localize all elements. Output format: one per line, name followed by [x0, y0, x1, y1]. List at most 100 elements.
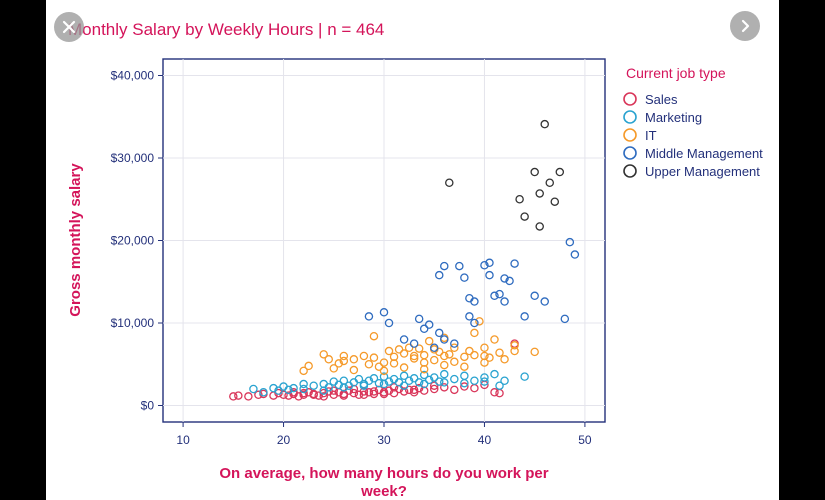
- data-point-marketing: [319, 386, 328, 395]
- data-point-sales: [389, 388, 399, 398]
- data-point-marketing: [364, 376, 374, 385]
- data-point-middle-management: [505, 276, 514, 286]
- data-point-marketing: [520, 372, 529, 381]
- data-point-upper-management: [535, 222, 544, 231]
- data-point-marketing: [339, 383, 349, 392]
- data-point-it: [429, 355, 439, 365]
- data-point-marketing: [384, 377, 394, 386]
- data-point-middle-management: [485, 270, 494, 280]
- data-point-it: [339, 351, 349, 361]
- data-point-sales: [490, 388, 499, 397]
- data-point-marketing: [500, 376, 509, 385]
- data-point-marketing: [289, 383, 298, 393]
- data-point-it: [319, 350, 328, 359]
- data-point-middle-management: [414, 314, 424, 324]
- data-point-marketing: [334, 380, 344, 390]
- data-point-upper-management: [515, 194, 524, 204]
- data-point-sales: [349, 388, 359, 398]
- data-point-middle-management: [434, 270, 444, 280]
- data-point-upper-management: [545, 178, 555, 187]
- data-point-sales: [319, 392, 328, 401]
- data-point-marketing: [414, 378, 424, 387]
- legend-label: Middle Management: [645, 146, 763, 161]
- data-point-marketing: [354, 374, 364, 384]
- y-tick-label: $10,000: [111, 316, 155, 330]
- data-point-it: [495, 348, 504, 357]
- data-point-it: [399, 363, 409, 372]
- data-point-sales: [404, 385, 414, 395]
- chart-background: [46, 0, 779, 500]
- data-point-middle-management: [540, 297, 549, 306]
- x-tick-label: 30: [377, 433, 391, 447]
- x-tick-label: 50: [578, 433, 592, 447]
- data-point-sales: [460, 382, 469, 391]
- data-point-middle-management: [460, 273, 469, 282]
- data-point-it: [434, 347, 444, 357]
- data-point-sales: [369, 389, 379, 399]
- data-point-sales: [289, 388, 298, 397]
- close-icon: [62, 20, 76, 34]
- y-tick-label: $30,000: [111, 151, 155, 165]
- data-point-middle-management: [510, 259, 519, 268]
- data-point-sales: [299, 390, 308, 400]
- data-point-marketing: [399, 381, 409, 390]
- data-point-middle-management: [379, 308, 389, 317]
- x-tick-label: 40: [478, 433, 492, 447]
- grid: [163, 59, 605, 422]
- data-point-marketing: [429, 373, 439, 382]
- data-point-middle-management: [570, 250, 580, 259]
- data-point-it: [409, 354, 419, 363]
- data-point-sales: [409, 388, 419, 397]
- data-point-it: [440, 360, 449, 370]
- data-point-middle-management: [490, 291, 499, 301]
- data-point-marketing: [419, 379, 429, 389]
- chevron-right-icon: [741, 19, 750, 33]
- data-point-middle-management: [409, 339, 419, 348]
- data-point-it: [510, 346, 519, 356]
- legend-marker: [623, 164, 637, 178]
- data-point-upper-management: [535, 189, 544, 198]
- data-point-it: [475, 317, 484, 326]
- data-point-it: [419, 358, 429, 367]
- data-point-middle-management: [500, 274, 509, 283]
- data-point-marketing: [259, 388, 268, 397]
- data-point-it: [450, 357, 459, 367]
- data-point-middle-management: [419, 324, 429, 334]
- legend-label: Upper Management: [645, 164, 760, 179]
- data-point-sales: [309, 390, 318, 400]
- data-point-it: [384, 346, 394, 356]
- data-point-it: [409, 351, 419, 361]
- data-point-it: [485, 353, 494, 362]
- next-button[interactable]: [730, 11, 760, 41]
- data-point-sales: [314, 391, 323, 400]
- data-point-it: [349, 365, 359, 375]
- data-point-it: [465, 346, 474, 356]
- data-point-it: [364, 359, 374, 369]
- data-point-middle-management: [485, 258, 494, 268]
- data-point-middle-management: [434, 328, 444, 338]
- data-point-it: [460, 362, 469, 371]
- data-point-sales: [450, 385, 459, 395]
- legend-label: IT: [645, 128, 657, 143]
- data-point-it: [414, 344, 424, 353]
- close-button[interactable]: [54, 12, 84, 42]
- data-point-marketing: [369, 374, 379, 383]
- data-point-sales: [414, 383, 424, 393]
- data-point-marketing: [269, 383, 278, 393]
- x-axis: 10 20 30 40 50: [176, 422, 592, 447]
- data-point-middle-management: [495, 289, 504, 299]
- x-tick-label: 20: [277, 433, 291, 447]
- data-point-it: [349, 355, 359, 364]
- data-point-sales: [389, 383, 399, 392]
- data-point-sales: [369, 387, 379, 396]
- data-point-sales: [379, 389, 389, 399]
- data-point-it: [480, 343, 489, 352]
- data-point-it: [379, 358, 389, 367]
- data-point-it: [324, 355, 333, 364]
- data-point-it: [329, 364, 339, 373]
- data-point-marketing: [460, 378, 469, 388]
- data-point-middle-management: [565, 237, 575, 247]
- data-point-sales: [409, 385, 419, 395]
- legend-marker: [623, 146, 637, 160]
- y-axis-label: Gross monthly salary: [67, 163, 84, 317]
